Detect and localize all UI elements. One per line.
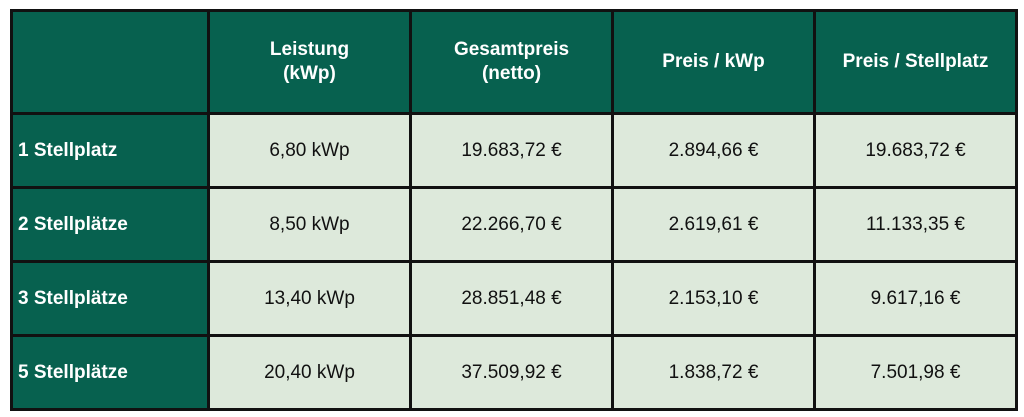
table-row: 3 Stellplätze 13,40 kWp 28.851,48 € 2.15… [10,260,1018,337]
header-gesamtpreis: Gesamtpreis (netto) [409,9,614,115]
header-corner [10,9,210,115]
cell-leistung: 13,40 kWp [207,260,412,337]
cell-preis-stellplatz: 9.617,16 € [813,260,1018,337]
cell-leistung: 8,50 kWp [207,186,412,263]
row-label: 5 Stellplätze [10,334,210,411]
header-preis-kwp: Preis / kWp [611,9,816,115]
row-label: 1 Stellplatz [10,112,210,189]
header-line: Gesamtpreis [453,39,570,60]
cell-gesamtpreis: 28.851,48 € [409,260,614,337]
header-line: Leistung [269,39,350,60]
header-line: (netto) [481,63,542,84]
cell-preis-stellplatz: 11.133,35 € [813,186,1018,263]
cell-leistung: 6,80 kWp [207,112,412,189]
table-row: 2 Stellplätze 8,50 kWp 22.266,70 € 2.619… [10,186,1018,263]
row-label: 2 Stellplätze [10,186,210,263]
cell-preis-kwp: 1.838,72 € [611,334,816,411]
cell-leistung: 20,40 kWp [207,334,412,411]
header-line: Preis / kWp [662,51,765,72]
header-leistung: Leistung (kWp) [207,9,412,115]
cell-gesamtpreis: 19.683,72 € [409,112,614,189]
header-row: Leistung (kWp) Gesamtpreis (netto) Preis… [10,9,1018,115]
table-row: 1 Stellplatz 6,80 kWp 19.683,72 € 2.894,… [10,112,1018,189]
header-line: Preis / Stellplatz [842,51,989,72]
cell-gesamtpreis: 37.509,92 € [409,334,614,411]
price-table: Leistung (kWp) Gesamtpreis (netto) Preis… [10,9,1018,411]
cell-preis-kwp: 2.153,10 € [611,260,816,337]
cell-preis-stellplatz: 19.683,72 € [813,112,1018,189]
cell-gesamtpreis: 22.266,70 € [409,186,614,263]
cell-preis-stellplatz: 7.501,98 € [813,334,1018,411]
row-label: 3 Stellplätze [10,260,210,337]
header-line: (kWp) [283,63,336,84]
cell-preis-kwp: 2.894,66 € [611,112,816,189]
cell-preis-kwp: 2.619,61 € [611,186,816,263]
table-row: 5 Stellplätze 20,40 kWp 37.509,92 € 1.83… [10,334,1018,411]
header-preis-stellplatz: Preis / Stellplatz [813,9,1018,115]
